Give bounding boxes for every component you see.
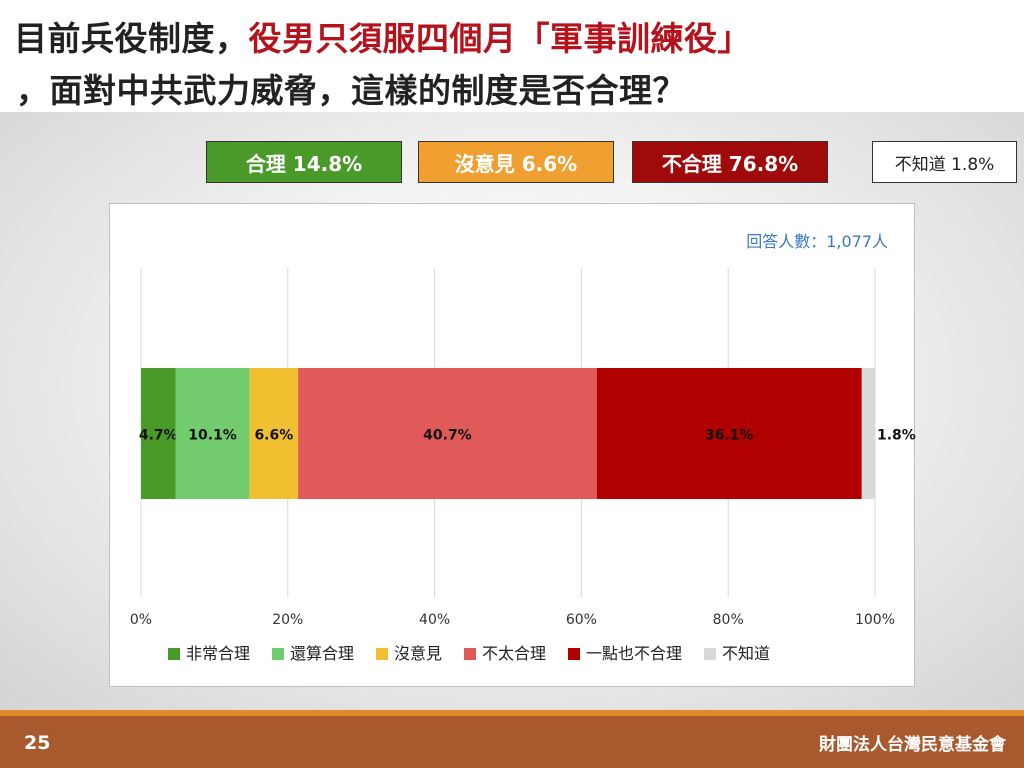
x-tick-label: 0% xyxy=(130,612,152,628)
legend-label: 一點也不合理 xyxy=(586,644,682,663)
title-black-part: 目前兵役制度， xyxy=(14,19,249,58)
title-area: 目前兵役制度，役男只須服四個月「軍事訓練役」 ，面對中共武力威脅，這樣的制度是否… xyxy=(0,0,1024,112)
legend-label: 沒意見 xyxy=(394,644,442,663)
stacked-bar-chart: 0% 20% 40% 60% 80% 100% 4.7% 10.1% 6.6% 40.7% 36.1… xyxy=(130,268,916,663)
summary-dont-know: 不知道 1.8% xyxy=(872,141,1017,183)
data-label: 36.1% xyxy=(705,428,754,444)
bar-segment xyxy=(175,368,250,499)
legend-label: 還算合理 xyxy=(290,644,354,663)
legend-swatch xyxy=(376,648,388,660)
respondents-count: 回答人數：1,077人 xyxy=(746,232,888,251)
page-title-line-1: 目前兵役制度，役男只須服四個月「軍事訓練役」 xyxy=(14,12,751,60)
bar-segment xyxy=(596,368,862,499)
x-tick-label: 40% xyxy=(419,612,450,628)
legend-swatch xyxy=(568,648,580,660)
x-tick-label: 100% xyxy=(855,612,895,628)
page-number: 25 xyxy=(24,732,51,754)
legend-swatch xyxy=(168,648,180,660)
legend-swatch xyxy=(272,648,284,660)
footer-bar: 25 財團法人台灣民意基金會 xyxy=(0,716,1024,768)
page-title-line-2: ，面對中共武力威脅，這樣的制度是否合理？ xyxy=(16,71,686,110)
data-label: 4.7% xyxy=(139,428,178,444)
summary-reasonable: 合理 14.8% xyxy=(206,141,402,183)
chart-panel: 回答人數：1,077人 0% 20% 40% 60% 80% 100% 4.7% 10.1% 6… xyxy=(109,203,916,687)
bar-segment xyxy=(861,368,875,499)
x-tick-label: 80% xyxy=(713,612,744,628)
organization-name: 財團法人台灣民意基金會 xyxy=(819,735,1006,755)
data-label: 40.7% xyxy=(423,428,472,444)
legend-label: 不知道 xyxy=(722,644,770,663)
legend-label: 非常合理 xyxy=(186,644,250,663)
summary-no-opinion: 沒意見 6.6% xyxy=(418,141,614,183)
footer-accent-line xyxy=(0,710,1024,716)
data-label: 6.6% xyxy=(254,428,293,444)
bar-segment xyxy=(298,368,597,499)
data-label: 10.1% xyxy=(188,428,237,444)
bar-segment xyxy=(141,368,176,499)
legend-swatch xyxy=(464,648,476,660)
summary-unreasonable: 不合理 76.8% xyxy=(632,141,828,183)
legend-label: 不太合理 xyxy=(482,644,546,663)
bar-segment xyxy=(249,368,299,499)
legend-swatch xyxy=(704,648,716,660)
x-tick-label: 60% xyxy=(566,612,597,628)
data-label: 1.8% xyxy=(877,428,916,444)
title-red-part: 役男只須服四個月「軍事訓練役」 xyxy=(248,19,751,58)
x-tick-label: 20% xyxy=(272,612,303,628)
